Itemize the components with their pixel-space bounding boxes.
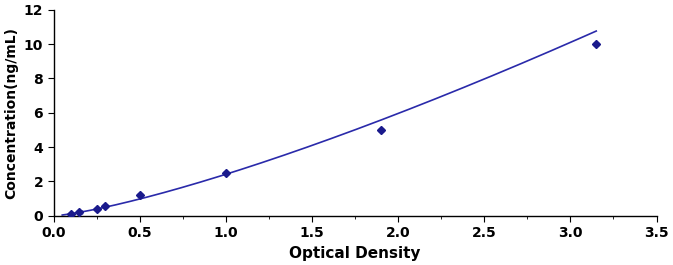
X-axis label: Optical Density: Optical Density bbox=[289, 246, 421, 261]
Y-axis label: Concentration(ng/mL): Concentration(ng/mL) bbox=[4, 27, 18, 199]
